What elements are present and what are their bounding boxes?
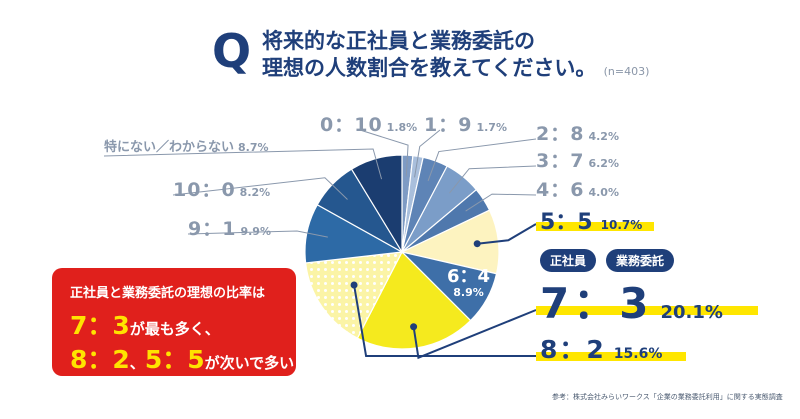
legend-seishain: 正社員 bbox=[540, 249, 597, 272]
label-2-8: 2：8 4.2% bbox=[536, 119, 619, 146]
label-8-2: 8：2 15.6% bbox=[540, 330, 662, 366]
slice-label: 3：7 bbox=[536, 150, 585, 172]
label-5-5: 5：5 10.7% bbox=[540, 204, 642, 236]
slice-label: 特にない／わからない bbox=[104, 140, 235, 155]
title-line-2-text: 理想の人数割合を教えてください。 bbox=[262, 56, 597, 80]
leader-line bbox=[359, 129, 409, 177]
source-note: 参考：株式会社みらいワークス「企業の業務委託利用」に関する実態調査 bbox=[552, 393, 783, 401]
label-6-4: 6：4 8.9% bbox=[447, 266, 491, 300]
label-10-0: 10：0 8.2% bbox=[173, 175, 270, 202]
callout-line-2: 7：3が最も多く、 bbox=[70, 306, 220, 342]
legend-gyoumu-itaku: 業務委託 bbox=[606, 249, 675, 272]
leader-line bbox=[172, 177, 348, 200]
callout-line-3: 8：2、5：5が次いで多い bbox=[70, 340, 294, 376]
underline-5-5 bbox=[536, 222, 654, 231]
label-1-9: 1：9 1.7% bbox=[424, 110, 507, 137]
chart-title: 将来的な正社員と業務委託の 理想の人数割合を教えてください。 (n=403) bbox=[262, 28, 649, 85]
leader-line bbox=[477, 223, 537, 245]
label-0-10: 0：10 1.8% bbox=[320, 110, 417, 137]
pie-slices bbox=[304, 154, 500, 350]
slice-label: 6：4 bbox=[447, 266, 491, 287]
leader-line bbox=[103, 148, 383, 180]
slice-value: 8.7% bbox=[238, 141, 269, 154]
callout-separator: 、 bbox=[129, 354, 145, 372]
leader-line bbox=[414, 129, 441, 178]
pie-slice bbox=[304, 251, 404, 339]
slice-value: 15.6% bbox=[613, 346, 663, 362]
slice-label: 9：1 bbox=[188, 218, 237, 240]
slice-value: 4.2% bbox=[588, 130, 619, 143]
label-7-3: 7：3 20.1% bbox=[540, 270, 723, 331]
callout-ratio-8-2: 8：2 bbox=[70, 345, 130, 374]
title-line-2: 理想の人数割合を教えてください。 (n=403) bbox=[262, 55, 649, 85]
slice-value: 4.0% bbox=[588, 186, 619, 199]
underline-7-3 bbox=[536, 306, 758, 315]
slice-value: 10.7% bbox=[600, 218, 643, 232]
callout-line-3-text: が次いで多い bbox=[204, 354, 295, 372]
slice-label: 8：2 bbox=[540, 335, 606, 364]
leader-dot bbox=[473, 240, 481, 248]
leader-line bbox=[353, 284, 536, 357]
callout-ratio-7-3: 7：3 bbox=[70, 311, 130, 340]
leader-line bbox=[465, 193, 537, 212]
slice-value: 8.9% bbox=[453, 286, 484, 299]
slice-label: 1：9 bbox=[424, 114, 473, 136]
callout-ratio-5-5: 5：5 bbox=[144, 345, 205, 374]
leader-line bbox=[427, 138, 537, 182]
title-line-1: 将来的な正社員と業務委託の bbox=[262, 29, 535, 53]
label-3-7: 3：7 6.2% bbox=[536, 146, 619, 173]
slice-value: 9.9% bbox=[240, 225, 271, 238]
leader-dot bbox=[350, 281, 358, 289]
label-9-1: 9：1 9.9% bbox=[188, 214, 271, 241]
slice-value: 6.2% bbox=[588, 157, 619, 170]
slice-label: 5：5 bbox=[540, 210, 593, 235]
slice-value: 8.2% bbox=[239, 186, 271, 199]
leader-line bbox=[449, 165, 537, 194]
slice-value: 20.1% bbox=[660, 302, 723, 323]
leader-lines bbox=[103, 129, 537, 360]
leader-line bbox=[412, 309, 537, 360]
underline-8-2 bbox=[536, 352, 686, 361]
slice-label: 10：0 bbox=[173, 179, 236, 201]
slice-value: 1.7% bbox=[476, 121, 507, 134]
q-icon: Q bbox=[212, 24, 252, 78]
callout-line-1: 正社員と業務委託の理想の比率は bbox=[70, 286, 266, 301]
callout-line-2-text: が最も多く、 bbox=[129, 320, 220, 338]
leader-line bbox=[187, 230, 328, 238]
label-4-6: 4：6 4.0% bbox=[536, 175, 619, 202]
label-unknown: 特にない／わからない 8.7% bbox=[104, 136, 269, 155]
slice-label: 2：8 bbox=[536, 123, 585, 145]
slice-label: 0：10 bbox=[320, 114, 383, 136]
sample-size: (n=403) bbox=[603, 65, 650, 78]
summary-callout: 正社員と業務委託の理想の比率は 7：3が最も多く、 8：2、5：5が次いで多い bbox=[52, 268, 296, 376]
slice-value: 1.8% bbox=[386, 121, 418, 134]
slice-label: 4：6 bbox=[536, 179, 585, 201]
slice-label: 7：3 bbox=[540, 279, 653, 328]
leader-dot bbox=[410, 323, 418, 331]
